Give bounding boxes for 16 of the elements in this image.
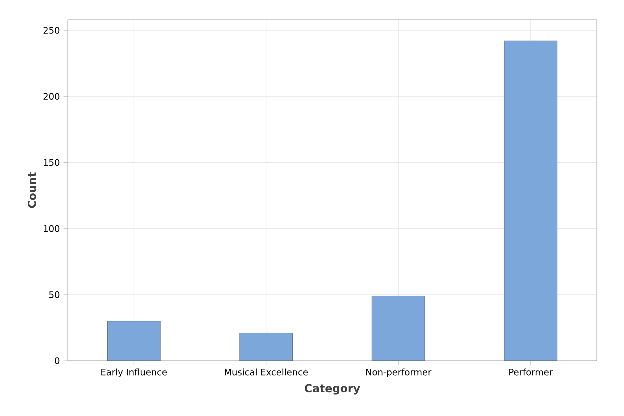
y-tick-label: 0 — [55, 358, 60, 364]
x-tick-label: Musical Excellence — [225, 368, 308, 376]
bar — [372, 296, 426, 361]
x-tick-label: Non-performer — [366, 368, 432, 378]
y-tick-label: 250 — [44, 27, 60, 34]
bar — [107, 321, 161, 361]
y-tick-label: 100 — [44, 225, 60, 232]
x-tick-label: Performer — [510, 368, 554, 376]
bar — [504, 40, 558, 361]
bar — [240, 333, 294, 361]
x-tick-label: Early Influence — [102, 368, 168, 378]
y-axis-title: Count — [28, 172, 36, 208]
x-axis-title: Category — [305, 384, 360, 395]
y-tick-label: 200 — [44, 93, 60, 100]
y-tick-label: 50 — [50, 292, 60, 298]
y-tick-label: 150 — [44, 159, 60, 166]
